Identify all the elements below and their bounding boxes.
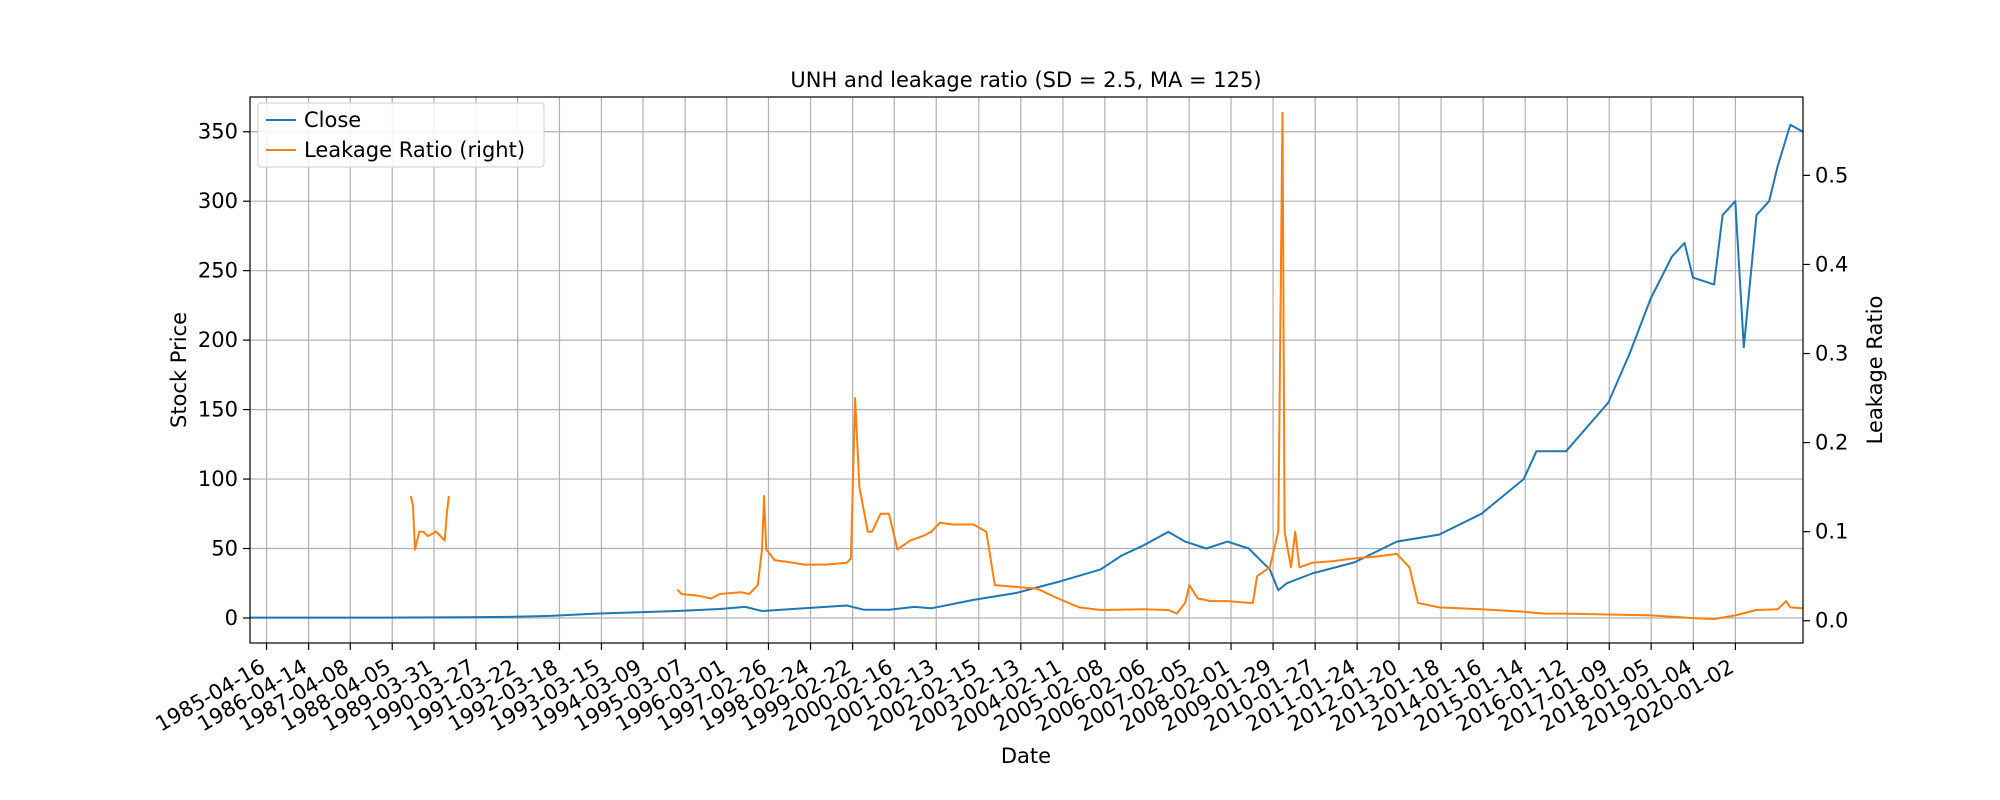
chart-title: UNH and leakage ratio (SD = 2.5, MA = 12… (790, 68, 1261, 92)
x-axis-label: Date (1001, 744, 1051, 768)
legend-box (257, 102, 545, 168)
right-y-tick-label: 0.3 (1815, 342, 1848, 366)
right-y-axis-label: Leakage Ratio (1863, 296, 1887, 445)
left-y-tick-label: 300 (198, 189, 238, 213)
left-y-axis: 0 50 100 150 200 250 300 350 (198, 120, 250, 630)
left-y-tick-label: 0 (225, 606, 238, 630)
left-y-tick-label: 250 (198, 259, 238, 283)
legend-label-close: Close (304, 108, 361, 132)
left-y-axis-label: Stock Price (167, 312, 191, 428)
left-y-tick-label: 200 (198, 328, 238, 352)
left-y-tick-label: 100 (198, 467, 238, 491)
series-line-close (250, 123, 1804, 619)
right-y-tick-label: 0.5 (1815, 163, 1848, 187)
left-y-tick-label: 350 (198, 120, 238, 144)
right-y-tick-label: 0.4 (1815, 252, 1848, 276)
right-y-axis: 0.0 0.1 0.2 0.3 0.4 0.5 (1803, 163, 1848, 633)
left-y-tick-label: 150 (198, 398, 238, 422)
right-y-tick-label: 0.0 (1815, 609, 1848, 633)
series-layer (250, 112, 1804, 620)
plot-frame (249, 96, 1804, 644)
right-y-tick-label: 0.1 (1815, 520, 1848, 544)
legend-label-leakage: Leakage Ratio (right) (304, 138, 525, 162)
x-axis: 1985-04-161986-04-141987-04-081988-04-05… (151, 643, 1738, 736)
left-y-tick-label: 50 (211, 537, 238, 561)
series-line-leakage-ratio (409, 112, 1804, 620)
right-y-tick-label: 0.2 (1815, 431, 1848, 455)
grid (250, 97, 1803, 643)
legend: Close Leakage Ratio (right) (257, 102, 545, 168)
